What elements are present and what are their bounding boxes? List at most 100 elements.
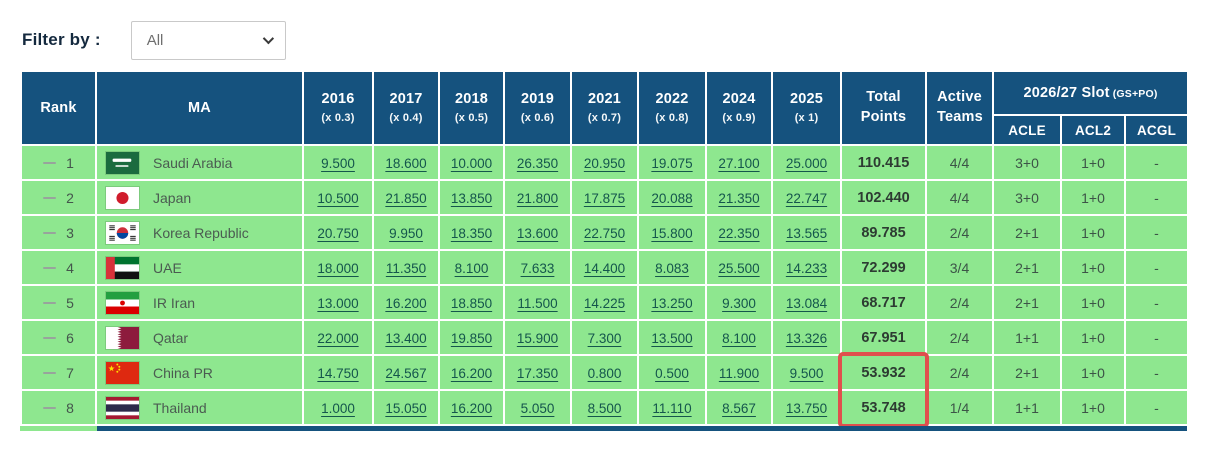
china-pr-flag (106, 361, 139, 384)
points-link[interactable]: 18.000 (317, 260, 359, 276)
points-link[interactable]: 13.500 (651, 330, 693, 346)
points-link[interactable]: 13.250 (651, 295, 693, 311)
points-link[interactable]: 9.950 (389, 225, 423, 241)
points-link[interactable]: 22.350 (718, 225, 760, 241)
filter-dropdown[interactable]: All (130, 20, 286, 60)
year-multiplier: (x 0.6) (520, 111, 555, 124)
points-link[interactable]: 8.500 (587, 400, 622, 416)
points-cell: 18.000 (302, 249, 374, 286)
points-link[interactable]: 14.225 (583, 295, 626, 311)
points-link[interactable]: 24.567 (385, 365, 427, 381)
slot-acgl: - (1123, 389, 1190, 426)
points-link[interactable]: 13.000 (317, 295, 359, 311)
year-label: 2022 (655, 90, 689, 107)
slot-acle: 1+1 (992, 389, 1062, 426)
points-link[interactable]: 26.350 (516, 155, 559, 171)
points-cell: 16.200 (438, 354, 505, 391)
points-link[interactable]: 22.747 (785, 190, 828, 206)
points-cell: 13.565 (771, 214, 842, 251)
points-link[interactable]: 13.600 (516, 225, 559, 241)
country-cell: UAE (95, 249, 304, 286)
points-link[interactable]: 11.500 (517, 295, 558, 311)
points-link[interactable]: 17.350 (516, 365, 559, 381)
points-link[interactable]: 25.000 (785, 155, 828, 171)
country-name: Qatar (153, 329, 189, 346)
column-header-year-2019: 2019 (x 0.6) (503, 70, 572, 146)
rank-number: 2 (66, 189, 74, 206)
points-link[interactable]: 13.850 (450, 190, 493, 206)
points-link[interactable]: 16.200 (385, 295, 427, 311)
points-link[interactable]: 15.050 (385, 400, 427, 416)
slot-acgl: - (1123, 179, 1190, 216)
points-link[interactable]: 21.350 (718, 190, 760, 206)
points-link[interactable]: 15.800 (651, 225, 693, 241)
points-link[interactable]: 27.100 (718, 155, 760, 171)
points-link[interactable]: 16.200 (450, 400, 493, 416)
points-link[interactable]: 18.350 (450, 225, 493, 241)
points-link[interactable]: 22.750 (583, 225, 626, 241)
points-link[interactable]: 11.900 (718, 365, 760, 381)
points-link[interactable]: 0.500 (655, 365, 689, 381)
points-link[interactable]: 18.850 (450, 295, 493, 311)
points-link[interactable]: 7.633 (520, 260, 555, 276)
slot-acgl: - (1123, 144, 1190, 181)
points-link[interactable]: 8.567 (722, 400, 756, 416)
points-link[interactable]: 14.400 (583, 260, 626, 276)
rank-cell: 5 (20, 284, 97, 321)
points-link[interactable]: 9.500 (789, 365, 824, 381)
points-cell: 8.100 (705, 319, 773, 356)
points-link[interactable]: 0.800 (587, 365, 622, 381)
table-row: 1 Saudi Arabia 9.500 18.600 10.000 26.350 20.9… (20, 144, 1190, 181)
points-link[interactable]: 15.900 (516, 330, 559, 346)
country-cell: Korea Republic (95, 214, 304, 251)
points-link[interactable]: 20.088 (651, 190, 693, 206)
points-link[interactable]: 21.800 (516, 190, 559, 206)
table-body: 1 Saudi Arabia 9.500 18.600 10.000 26.350 20.9… (20, 144, 1190, 426)
points-link[interactable]: 1.000 (321, 400, 355, 416)
points-link[interactable]: 9.300 (722, 295, 756, 311)
points-link[interactable]: 16.200 (450, 365, 493, 381)
points-link[interactable]: 22.000 (317, 330, 359, 346)
points-link[interactable]: 19.850 (450, 330, 493, 346)
points-cell: 15.050 (372, 389, 440, 426)
slot-acgl: - (1123, 354, 1190, 391)
points-link[interactable]: 13.084 (785, 295, 828, 311)
points-link[interactable]: 19.075 (651, 155, 693, 171)
points-link[interactable]: 8.100 (454, 260, 489, 276)
points-link[interactable]: 13.400 (385, 330, 427, 346)
rank-trend-dash-icon (43, 371, 57, 374)
points-link[interactable]: 20.750 (317, 225, 359, 241)
points-link[interactable]: 13.750 (785, 400, 828, 416)
points-link[interactable]: 5.050 (520, 400, 555, 416)
points-link[interactable]: 14.233 (785, 260, 828, 276)
points-link[interactable]: 11.350 (385, 260, 427, 276)
points-cell: 11.350 (372, 249, 440, 286)
country-cell: China PR (95, 354, 304, 391)
points-link[interactable]: 13.565 (785, 225, 828, 241)
slot-acl2: 1+0 (1060, 389, 1126, 426)
points-link[interactable]: 11.110 (652, 400, 692, 416)
total-points: 72.299 (840, 249, 927, 286)
points-link[interactable]: 21.850 (385, 190, 427, 206)
points-link[interactable]: 8.083 (655, 260, 689, 276)
points-link[interactable]: 18.600 (385, 155, 427, 171)
points-link[interactable]: 13.326 (785, 330, 828, 346)
points-link[interactable]: 25.500 (718, 260, 760, 276)
points-link[interactable]: 17.875 (583, 190, 626, 206)
points-link[interactable]: 9.500 (321, 155, 355, 171)
points-link[interactable]: 10.000 (450, 155, 493, 171)
points-link[interactable]: 7.300 (587, 330, 622, 346)
points-cell: 1.000 (302, 389, 374, 426)
rank-cell: 2 (20, 179, 97, 216)
country-cell: Japan (95, 179, 304, 216)
points-link[interactable]: 10.500 (317, 190, 359, 206)
country-name: China PR (153, 364, 213, 381)
rank-number: 8 (66, 399, 74, 416)
slot-acle: 2+1 (992, 284, 1062, 321)
points-link[interactable]: 8.100 (722, 330, 756, 346)
points-cell: 8.567 (705, 389, 773, 426)
table-row: 4 UAE 18.000 11.350 8.100 7.633 14.400 8.083 25.… (20, 249, 1190, 286)
slot-acgl: - (1123, 249, 1190, 286)
points-link[interactable]: 14.750 (317, 365, 359, 381)
points-link[interactable]: 20.950 (583, 155, 626, 171)
